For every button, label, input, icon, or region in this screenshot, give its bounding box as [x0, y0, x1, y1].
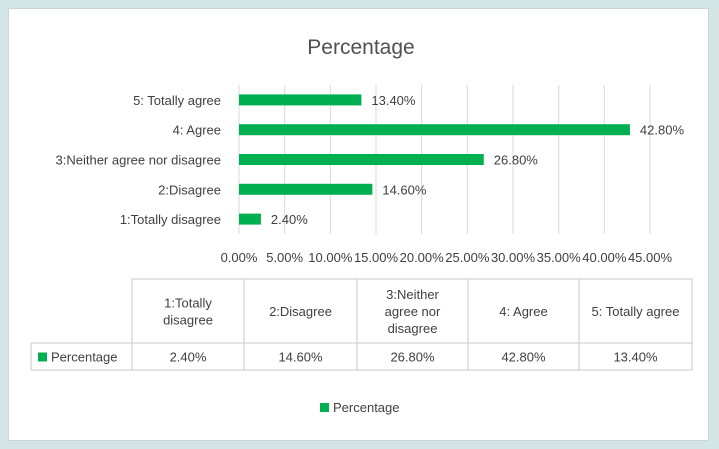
bar-data-label: 42.80% [640, 123, 685, 138]
x-tick-label: 25.00% [445, 250, 490, 265]
table-value-cell: 26.80% [390, 350, 435, 365]
bar [239, 154, 484, 165]
category-label: 4: Agree [173, 123, 221, 138]
x-tick-label: 0.00% [221, 250, 258, 265]
table-value-cell: 42.80% [501, 350, 546, 365]
chart-title: Percentage [307, 36, 414, 59]
table-header-cell: 3:Neither agree nor disagree [385, 287, 441, 336]
table-row-label: Percentage [51, 350, 118, 365]
table-value-cell: 2.40% [170, 350, 207, 365]
x-tick-label: 10.00% [308, 250, 353, 265]
table-value-cell: 13.40% [613, 350, 658, 365]
table-header-cell: 2:Disagree [269, 304, 332, 319]
bar [239, 183, 373, 195]
x-tick-label: 20.00% [400, 250, 445, 265]
chart-frame: Percentage 2.40% 1:Totally disagree 14.60% 2… [8, 8, 709, 441]
x-tick-label: 15.00% [354, 250, 399, 265]
bar [239, 94, 362, 106]
bar [239, 124, 630, 136]
table-legend-key [38, 352, 47, 362]
category-label: 3:Neither agree nor disagree [56, 153, 222, 168]
legend-key [320, 403, 329, 412]
legend-label: Percentage [333, 400, 400, 415]
x-tick-label: 45.00% [628, 250, 673, 265]
x-tick-label: 40.00% [582, 250, 627, 265]
table-header-cell: 1:Totally disagree [163, 296, 213, 328]
bar-data-label: 14.60% [382, 182, 427, 197]
category-label: 1:Totally disagree [120, 212, 221, 227]
table-header-cell: 4: Agree [499, 304, 547, 319]
table-header-cell: 5: Totally agree [592, 304, 680, 319]
bar-data-label: 13.40% [371, 93, 416, 108]
x-tick-label: 5.00% [266, 250, 303, 265]
x-tick-label: 30.00% [491, 250, 536, 265]
category-label: 2:Disagree [158, 182, 221, 197]
bar [239, 213, 261, 225]
bar-chart: Percentage 2.40% 1:Totally disagree 14.60% 2… [30, 36, 693, 415]
bar-data-label: 2.40% [271, 212, 308, 227]
bar-data-label: 26.80% [494, 153, 539, 168]
x-tick-label: 35.00% [537, 250, 582, 265]
table-value-cell: 14.60% [278, 350, 323, 365]
category-label: 5: Totally agree [133, 93, 221, 108]
